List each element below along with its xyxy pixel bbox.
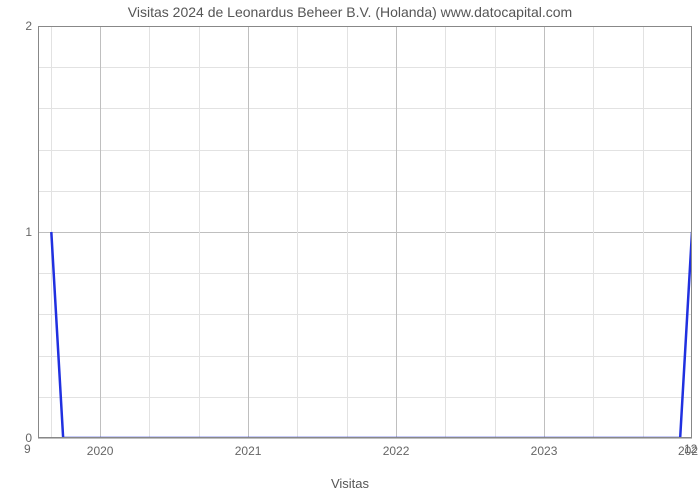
plot-area: 012 2020202120222023202	[38, 26, 692, 438]
corner-label-bottom-right: 12	[684, 442, 697, 456]
y-tick-label: 2	[25, 19, 32, 33]
series-line	[51, 232, 692, 438]
chart-container: Visitas 2024 de Leonardus Beheer B.V. (H…	[0, 0, 700, 500]
x-tick-label: 2021	[235, 444, 262, 458]
corner-label-bottom-left: 9	[24, 442, 31, 456]
grid-line-y-major	[38, 438, 692, 439]
chart-title: Visitas 2024 de Leonardus Beheer B.V. (H…	[0, 4, 700, 20]
x-tick-label: 2020	[87, 444, 114, 458]
x-tick-label: 2023	[531, 444, 558, 458]
line-series	[38, 26, 692, 438]
x-tick-label: 2022	[383, 444, 410, 458]
x-axis-title: Visitas	[331, 476, 369, 491]
y-tick-label: 1	[25, 225, 32, 239]
